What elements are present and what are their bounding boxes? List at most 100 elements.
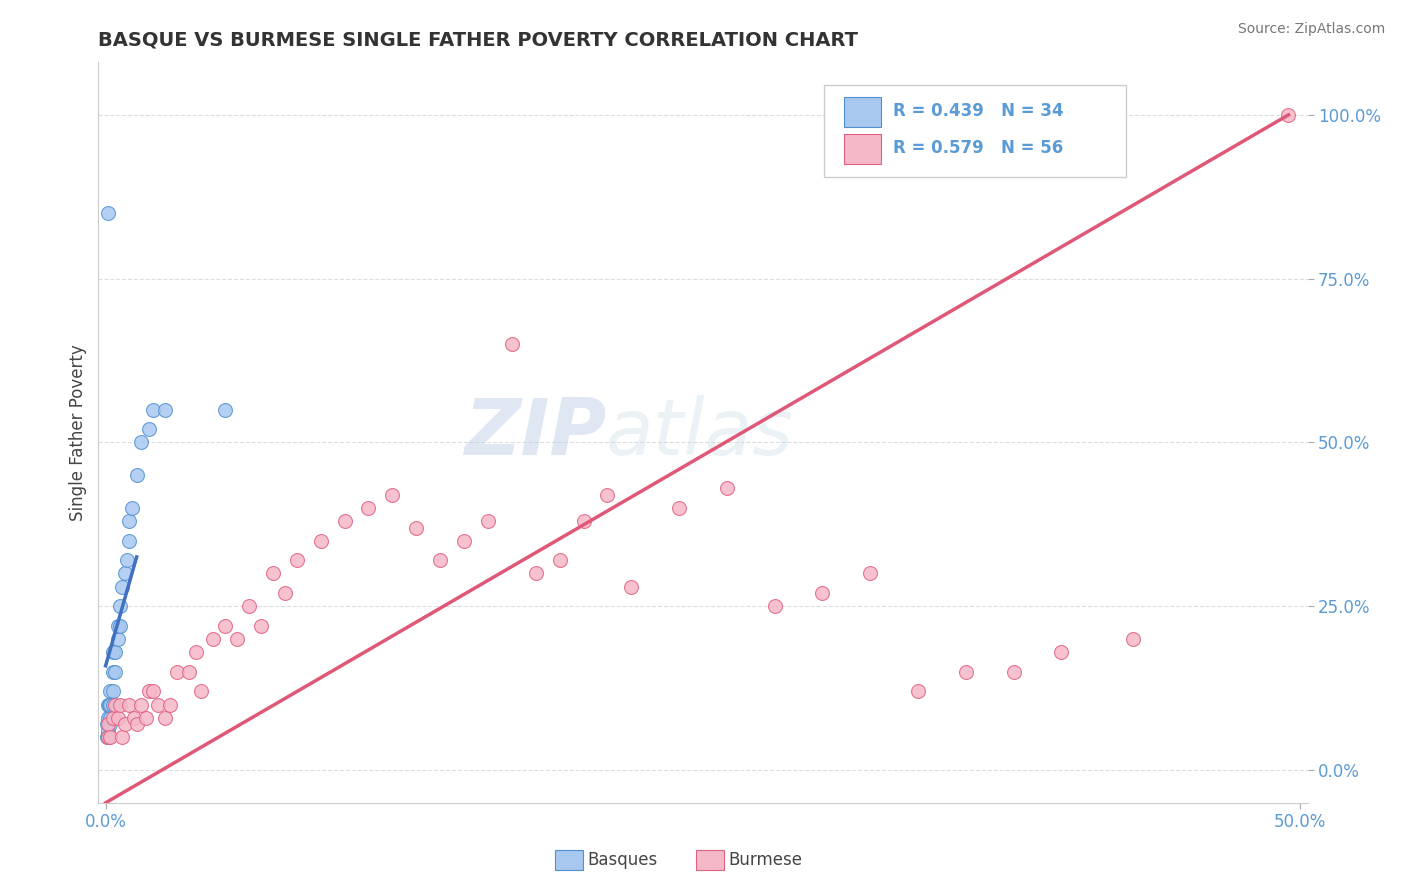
Point — [907, 684, 929, 698]
Point — [250, 619, 273, 633]
Text: R = 0.439   N = 34: R = 0.439 N = 34 — [893, 102, 1063, 120]
Point — [620, 580, 643, 594]
Point — [108, 619, 131, 633]
Point — [98, 717, 121, 731]
Point — [104, 665, 127, 679]
Point — [114, 566, 136, 581]
Point — [98, 698, 121, 712]
Point — [186, 645, 208, 659]
Point — [285, 553, 308, 567]
Point — [668, 500, 690, 515]
Point — [524, 566, 547, 581]
Point — [309, 533, 332, 548]
Point — [166, 665, 188, 679]
Point — [111, 580, 134, 594]
Point — [118, 533, 141, 548]
Point — [101, 665, 124, 679]
Point — [107, 619, 129, 633]
Point — [155, 711, 177, 725]
Point — [811, 586, 834, 600]
Point — [97, 711, 120, 725]
Point — [101, 698, 124, 712]
Point — [138, 422, 160, 436]
Point — [97, 717, 120, 731]
Point — [1050, 645, 1073, 659]
Point — [131, 435, 153, 450]
Point — [107, 711, 129, 725]
Point — [955, 665, 977, 679]
Text: ZIP: ZIP — [464, 394, 606, 471]
Point — [190, 684, 212, 698]
Point — [262, 566, 284, 581]
Point — [202, 632, 225, 646]
Point — [114, 717, 136, 731]
Point — [357, 500, 380, 515]
Point — [501, 337, 523, 351]
Point — [179, 665, 201, 679]
Point — [453, 533, 475, 548]
Text: Basques: Basques — [588, 851, 658, 869]
Point — [122, 711, 145, 725]
Point — [125, 468, 148, 483]
Point — [716, 481, 738, 495]
Point — [596, 488, 619, 502]
Point — [104, 698, 127, 712]
Point — [405, 521, 427, 535]
Y-axis label: Single Father Poverty: Single Father Poverty — [69, 344, 87, 521]
Point — [226, 632, 249, 646]
Point — [135, 711, 157, 725]
FancyBboxPatch shape — [824, 85, 1126, 178]
Point — [146, 698, 169, 712]
Point — [118, 698, 141, 712]
Point — [121, 500, 143, 515]
Point — [159, 698, 181, 712]
Point — [155, 402, 177, 417]
Point — [214, 619, 236, 633]
Text: Burmese: Burmese — [728, 851, 803, 869]
Point — [1002, 665, 1025, 679]
Text: atlas: atlas — [606, 394, 794, 471]
Point — [101, 684, 124, 698]
Point — [138, 684, 160, 698]
Point — [214, 402, 236, 417]
Point — [1122, 632, 1144, 646]
Point — [572, 514, 595, 528]
Point — [1277, 108, 1299, 122]
Point — [477, 514, 499, 528]
Point — [125, 717, 148, 731]
Point — [142, 684, 165, 698]
Point — [142, 402, 165, 417]
Point — [108, 599, 131, 614]
Point — [97, 731, 120, 745]
Text: Source: ZipAtlas.com: Source: ZipAtlas.com — [1237, 22, 1385, 37]
Point — [859, 566, 882, 581]
Point — [107, 632, 129, 646]
Point — [98, 711, 121, 725]
Point — [97, 731, 120, 745]
Point — [131, 698, 153, 712]
Text: R = 0.579   N = 56: R = 0.579 N = 56 — [893, 138, 1063, 157]
Bar — [845, 97, 880, 127]
Point — [381, 488, 404, 502]
Point — [115, 553, 138, 567]
Point — [118, 514, 141, 528]
Text: BASQUE VS BURMESE SINGLE FATHER POVERTY CORRELATION CHART: BASQUE VS BURMESE SINGLE FATHER POVERTY … — [98, 30, 859, 50]
Point — [238, 599, 260, 614]
Point — [101, 711, 124, 725]
Point — [111, 731, 134, 745]
Point — [108, 698, 131, 712]
Point — [97, 723, 120, 738]
Point — [98, 698, 121, 712]
Point — [274, 586, 297, 600]
Point — [101, 645, 124, 659]
Point — [98, 731, 121, 745]
Point — [548, 553, 571, 567]
Point — [429, 553, 451, 567]
Point — [104, 645, 127, 659]
Point — [98, 684, 121, 698]
Point — [333, 514, 356, 528]
Point — [97, 206, 120, 220]
Point — [763, 599, 786, 614]
Point — [96, 717, 118, 731]
Point — [97, 698, 120, 712]
